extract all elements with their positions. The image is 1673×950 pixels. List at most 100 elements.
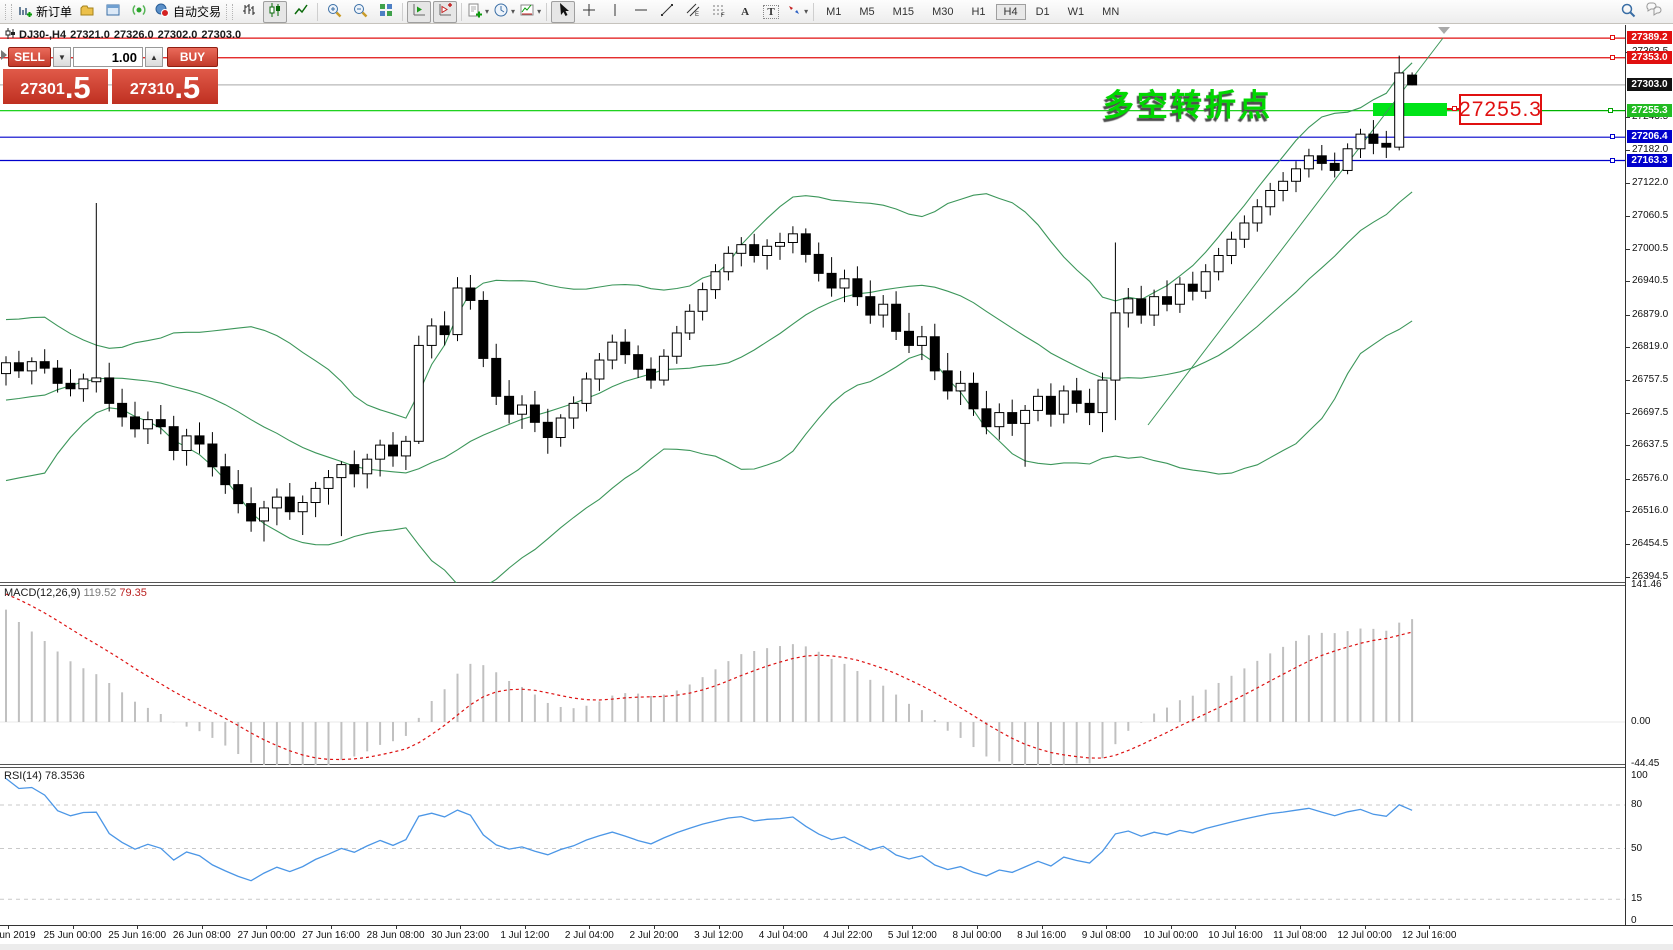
new-order-button[interactable]: 新订单 — [16, 1, 73, 23]
timeframe-h1-button[interactable]: H1 — [971, 5, 986, 18]
price-tick-mark — [1626, 380, 1630, 382]
timeframe-w1-button[interactable]: W1 — [1067, 5, 1085, 18]
crosshair-tool-button[interactable] — [577, 1, 601, 23]
volume-increase-button[interactable]: ▲ — [145, 47, 163, 67]
pane-splitter[interactable] — [0, 582, 1673, 586]
sell-price-display[interactable]: 27301.5 — [3, 69, 108, 104]
tile-windows-icon — [378, 2, 394, 21]
time-label: 12 Jul 16:00 — [1401, 930, 1457, 941]
price-tick-mark — [1626, 248, 1630, 250]
candle-body — [813, 253, 824, 274]
profiles-button[interactable] — [75, 1, 99, 23]
arrows-tool-button[interactable]: ▾ — [785, 1, 809, 23]
candle-body — [1097, 379, 1108, 414]
indicators-icon — [467, 2, 483, 21]
price-tick-label: 27060.5 — [1632, 210, 1669, 222]
sell-button[interactable]: SELL — [8, 47, 51, 67]
text-tool-button[interactable]: A — [733, 1, 757, 23]
candle-body — [491, 357, 502, 397]
candle-body — [787, 233, 798, 243]
trade-panel-collapse-icon[interactable] — [1, 50, 7, 60]
price-tick-mark — [1626, 445, 1630, 447]
level-handle-27163.3[interactable] — [1610, 157, 1615, 163]
candle-body — [155, 419, 166, 428]
chat-button[interactable] — [1642, 1, 1666, 23]
level-handle-27389.2[interactable] — [1610, 35, 1615, 41]
chart-shift-marker-icon[interactable] — [1438, 27, 1450, 34]
timeframe-m1-button[interactable]: M1 — [826, 5, 842, 18]
candlestick-chart-button[interactable] — [263, 0, 288, 23]
candle-body — [723, 252, 734, 273]
main-chart-pane[interactable] — [0, 25, 1625, 583]
time-label: 30 Jun 23:00 — [431, 930, 490, 941]
green-line-handle[interactable] — [1608, 108, 1613, 113]
toolbar-grip[interactable] — [5, 3, 12, 20]
auto-scroll-button[interactable] — [407, 0, 432, 23]
line-chart-button[interactable] — [289, 1, 313, 23]
toolbar-separator — [461, 2, 463, 21]
rsi-name: RSI(14) — [4, 770, 42, 782]
highlight-zone[interactable] — [1373, 103, 1447, 116]
pane-splitter[interactable] — [0, 764, 1673, 768]
auto-trading-button[interactable]: 自动交易 — [153, 1, 222, 23]
channel-tool-button[interactable]: E — [681, 1, 705, 23]
trendline[interactable] — [1147, 37, 1444, 426]
candle-body — [104, 377, 115, 404]
candle-body — [1252, 206, 1263, 224]
fibonacci-tool-button[interactable]: F — [707, 1, 731, 23]
price-label-box[interactable]: 27255.3 — [1459, 94, 1542, 125]
timeframe-d1-button[interactable]: D1 — [1035, 5, 1050, 18]
periods-button[interactable]: ▾ — [492, 1, 516, 23]
text-label-tool-button[interactable]: T — [759, 1, 783, 23]
candle-body — [916, 336, 927, 346]
price-axis[interactable]: 27363.527243.527182.027122.027060.527000… — [1626, 25, 1673, 925]
indicators-button[interactable]: ▾ — [466, 1, 490, 23]
rsi-indicator-pane[interactable] — [0, 768, 1625, 925]
tile-windows-button[interactable] — [374, 1, 398, 23]
toolbar-grip[interactable] — [226, 3, 234, 20]
buy-button[interactable]: BUY — [167, 47, 218, 67]
sell-button-label: SELL — [14, 50, 45, 64]
time-label: 3 Jul 12:00 — [694, 930, 744, 941]
chart-shift-button[interactable] — [433, 0, 458, 23]
zoom-out-button[interactable] — [348, 1, 372, 23]
candle-body — [439, 325, 450, 336]
time-label: 26 Jun 08:00 — [172, 930, 231, 941]
candle-body — [297, 502, 308, 513]
search-button[interactable] — [1616, 1, 1640, 23]
candle-body — [607, 341, 618, 361]
trendline-tool-button[interactable] — [655, 1, 679, 23]
label-anchor-handle[interactable] — [1452, 106, 1457, 111]
cursor-tool-button[interactable] — [551, 0, 576, 23]
rsi-axis-80: 80 — [1631, 799, 1643, 810]
signal-icon-button[interactable] — [127, 1, 151, 23]
macd-signal-value: 79.35 — [119, 587, 147, 599]
timeframe-m5-button[interactable]: M5 — [859, 5, 875, 18]
candle-body — [594, 359, 605, 380]
channel-icon: E — [685, 2, 701, 21]
vertical-line-tool-button[interactable] — [603, 1, 627, 23]
level-handle-27353[interactable] — [1610, 54, 1615, 60]
toolbar-separator — [402, 2, 404, 21]
volume-decrease-button[interactable]: ▼ — [53, 47, 71, 67]
time-tick-mark — [201, 926, 203, 929]
market-watch-button[interactable] — [101, 1, 125, 23]
annotation-text[interactable]: 多空转折点 — [1103, 88, 1273, 123]
time-tick-mark — [1300, 926, 1301, 929]
zoom-in-button[interactable] — [322, 1, 346, 23]
level-handle-27206.4[interactable] — [1610, 134, 1615, 140]
bar-chart-button[interactable] — [237, 1, 261, 23]
volume-input[interactable] — [73, 47, 143, 67]
templates-button[interactable]: ▾ — [518, 1, 542, 23]
candle-body — [220, 466, 231, 486]
horizontal-line-tool-button[interactable] — [629, 1, 653, 23]
macd-value: 119.52 — [83, 587, 117, 599]
candle-body — [942, 370, 953, 392]
timeframe-m15-button[interactable]: M15 — [892, 5, 915, 18]
candle-body — [710, 271, 721, 291]
macd-indicator-pane[interactable] — [0, 586, 1625, 765]
buy-price-display[interactable]: 27310.5 — [112, 69, 218, 104]
timeframe-mn-button[interactable]: MN — [1102, 5, 1120, 18]
timeframe-m30-button[interactable]: M30 — [932, 5, 954, 18]
timeframe-h4-button[interactable]: H4 — [995, 3, 1026, 20]
